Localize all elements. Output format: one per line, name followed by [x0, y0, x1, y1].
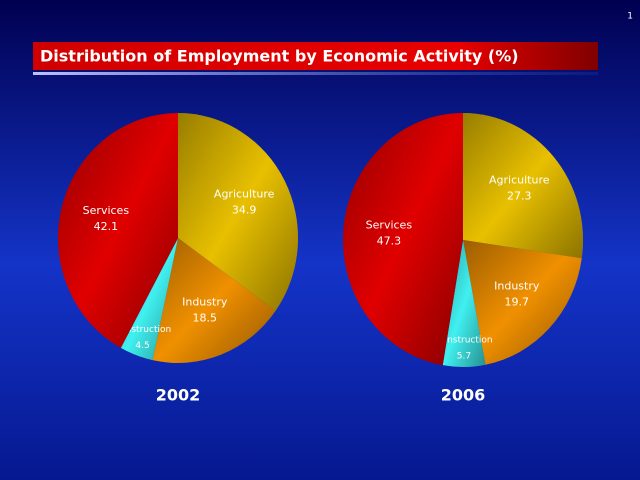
- slice-shading: [343, 113, 463, 366]
- slice-value: 47.3: [377, 234, 402, 247]
- slice-value: 5.7: [457, 351, 471, 361]
- slice-shading: [152, 238, 276, 363]
- slice-shading: [442, 240, 486, 367]
- slice-label: Construction: [435, 335, 492, 345]
- slice-value: 27.3: [507, 189, 532, 202]
- slice-label: Services: [83, 204, 130, 217]
- slice-value: 4.5: [135, 341, 149, 351]
- slice-shading: [463, 240, 582, 365]
- slice-shading: [178, 113, 298, 311]
- slice-label: Agriculture: [489, 173, 550, 186]
- slice-label: Construction: [114, 325, 171, 335]
- charts: Agriculture 34.9 Industry 18.5 Construction 4…: [57, 113, 583, 405]
- slice-value: 18.5: [192, 311, 217, 324]
- chart-title: 2002: [156, 386, 201, 405]
- slice-value: 34.9: [232, 204, 257, 217]
- slice-label: Industry: [182, 295, 228, 308]
- slice-value: 42.1: [94, 220, 119, 233]
- slide-title: Distribution of Employment by Economic A…: [40, 47, 519, 66]
- slice-value: 19.7: [505, 295, 530, 308]
- slice-shading: [120, 238, 178, 361]
- title-rule: [33, 72, 598, 75]
- slice-shading: [57, 113, 178, 348]
- slice-label: Industry: [494, 279, 540, 292]
- chart-title: 2006: [441, 386, 486, 405]
- slice-shading: [463, 113, 583, 259]
- title-bar: [33, 42, 598, 70]
- page-number: 1: [627, 12, 633, 22]
- slice-label: Agriculture: [214, 188, 275, 201]
- slice-label: Services: [366, 218, 413, 231]
